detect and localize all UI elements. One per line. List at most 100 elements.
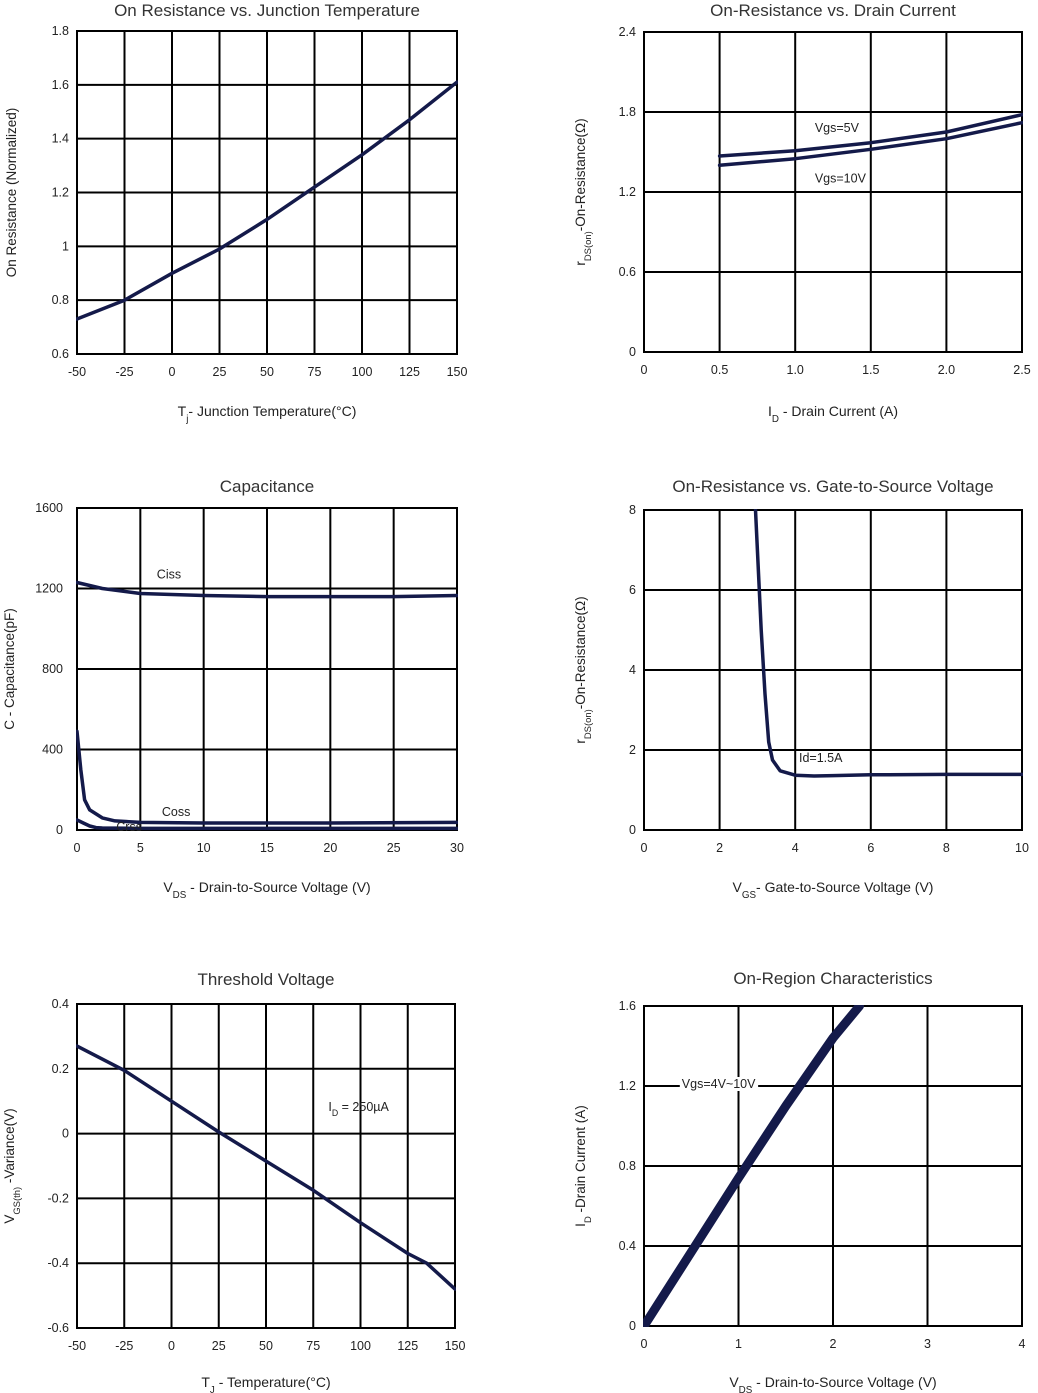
chart-on-region-characteristics: On-Region Characteristics 0 1 2 3 4 0 0.4 0.8 1.2… [560,960,1038,1393]
x-tick-label: 10 [197,841,211,855]
x-tick-label: -50 [68,365,86,379]
y-tick-label: 1.4 [52,132,69,146]
x-axis-label-main: I [768,403,772,419]
x-axis-label-main: V [729,1374,739,1390]
x-tick-label: 150 [447,365,468,379]
x-tick-label: 0 [74,841,81,855]
x-tick-label: 3 [924,1337,931,1351]
x-tick-label: 0 [168,1339,175,1353]
annotation-label: Vgs=5V [815,121,860,135]
x-tick-label: 0 [641,841,648,855]
annotation-label: ID = 250µA [328,1100,389,1118]
y-axis-label-main: C - Capacitance(pF) [2,608,17,730]
y-axis-label-sub: GS(th) [12,1187,23,1215]
chart-svg: On-Resistance vs. Gate-to-Source Voltage… [573,477,1029,901]
x-tick-label: 125 [397,1339,418,1353]
chart-capacitance: Capacitance 0 5 10 15 20 25 30 0 400 800 1200 1600 VD… [0,470,519,910]
y-axis-label-main: r [573,739,588,744]
y-tick-label: -0.2 [47,1191,69,1205]
chart-threshold-voltage: Threshold Voltage -50 -25 0 25 50 75 100 125 150 -… [0,960,519,1393]
y-tick-label: 0.8 [52,293,69,307]
y-axis-label: On Resistance (Normalized) [4,108,19,278]
x-axis-label-rest: - Drain-to-Source Voltage (V) [186,879,370,895]
y-tick-label: 1 [62,239,69,253]
y-tick-label: 1.2 [619,1079,636,1093]
x-tick-label: 125 [399,365,420,379]
y-tick-label: 0 [62,1127,69,1141]
plot-frame [76,30,458,355]
y-axis-label-rest: -Drain Current (A) [573,1105,588,1216]
x-tick-label: 1 [735,1337,742,1351]
series-coss [76,729,458,825]
x-axis-label-rest: - Drain-to-Source Voltage (V) [752,1374,936,1390]
x-tick-label: 10 [1015,841,1029,855]
y-tick-label: 0.6 [619,265,636,279]
y-axis-label-sub: DS(on) [583,709,594,739]
y-tick-label: 1.8 [619,105,636,119]
x-axis-label: Tj- Junction Temperature(°C) [178,403,357,425]
y-axis-label-main: On Resistance (Normalized) [4,108,19,278]
y-tick-label: -0.4 [47,1256,69,1270]
x-tick-label: 0 [641,1337,648,1351]
y-tick-label: 0.2 [52,1062,69,1076]
chart-title: On-Resistance vs. Gate-to-Source Voltage [672,477,993,496]
x-axis-label-main: T [178,403,187,419]
y-tick-label: 0 [629,823,636,837]
x-axis-label-main: V [733,879,743,895]
y-axis-label-main: V [2,1215,17,1224]
y-tick-label: 6 [629,583,636,597]
x-axis-label-sub: j [185,414,188,425]
x-tick-label: 50 [259,1339,273,1353]
x-tick-label: 8 [943,841,950,855]
chart-svg: Capacitance 0 5 10 15 20 25 30 0 400 800 1200 1600 VD… [2,477,464,901]
x-tick-label: 0 [641,363,648,377]
x-tick-label: 4 [792,841,799,855]
annotation-label: Crss [116,820,142,834]
x-tick-label: 100 [352,365,373,379]
y-tick-label: 0.4 [619,1239,636,1253]
annotation-label: Coss [162,805,190,819]
y-tick-label: 800 [42,662,63,676]
y-tick-label: 1600 [35,501,63,515]
y-axis-label-sub: D [583,1216,594,1223]
y-axis-label-sub: DS(on) [583,231,594,261]
annotation-label: Vgs=10V [815,172,867,186]
x-tick-label: 1.0 [787,363,804,377]
y-tick-label: 400 [42,743,63,757]
series-crss [76,818,458,831]
annotation-bg [679,1077,759,1091]
annotation-label: Id=1.5A [799,751,843,765]
y-tick-label: 1.6 [52,78,69,92]
y-tick-label: 1.6 [619,999,636,1013]
y-tick-label: 0.6 [52,347,69,361]
x-tick-label: 6 [867,841,874,855]
x-axis-label-sub: GS [742,890,757,901]
x-axis-label-rest: - Drain Current (A) [779,403,898,419]
chart-svg: On-Resistance vs. Drain Current 0 0.5 1.0 1.… [573,1,1031,425]
series-id-250-a [76,1044,456,1291]
y-tick-label: 0.8 [619,1159,636,1173]
x-tick-label: 25 [213,365,227,379]
x-tick-label: 0.5 [711,363,728,377]
y-tick-label: 0 [56,823,63,837]
x-tick-label: -50 [68,1339,86,1353]
x-axis-label-sub: J [210,1385,215,1393]
x-axis-label: ID - Drain Current (A) [768,403,898,425]
x-tick-label: 100 [350,1339,371,1353]
series-rds-on [76,80,458,321]
y-axis-label-rest: -On-Resistance(Ω) [573,596,588,709]
y-tick-label: 1.8 [52,24,69,38]
x-axis-label-rest: - Gate-to-Source Voltage (V) [756,879,933,895]
y-tick-label: 1.2 [52,186,69,200]
series-ciss [76,580,458,599]
y-axis-label-main: I [573,1223,588,1227]
plot-frame [76,1003,456,1329]
plot-frame [643,509,1023,831]
x-axis-label-rest: - Temperature(°C) [215,1374,331,1390]
x-tick-label: 4 [1019,1337,1026,1351]
x-axis-label-sub: DS [173,890,187,901]
y-tick-label: 0.4 [52,997,69,1011]
chart-on-resistance-vs-junction-temperature: On Resistance vs. Junction Temperature -5… [0,0,519,440]
x-tick-label: 1.5 [862,363,879,377]
x-axis-label: TJ - Temperature(°C) [201,1374,330,1393]
